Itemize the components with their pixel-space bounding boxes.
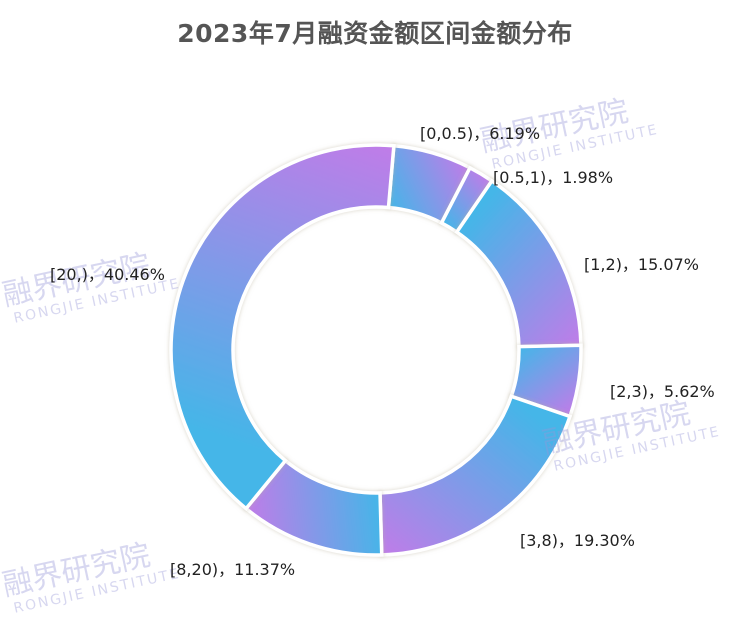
chart-title: 2023年7月融资金额区间金额分布 [177,19,573,48]
donut-segment[interactable] [169,143,396,512]
data-label-2-3: [2,3)，5.62% [610,382,715,401]
donut-segment[interactable] [454,178,583,349]
data-label-8-20: [8,20)，11.37% [170,560,296,579]
data-label-1-2: [1,2)，15.07% [584,255,699,274]
data-label-3-8: [3,8)，19.30% [520,531,635,550]
data-label-0.5-1: [0.5,1)，1.98% [493,168,614,187]
donut-segments [169,143,583,557]
data-label-20-plus: [20,)，40.46% [50,265,165,284]
data-label-0-0.5: [0,0.5)，6.19% [420,124,541,143]
